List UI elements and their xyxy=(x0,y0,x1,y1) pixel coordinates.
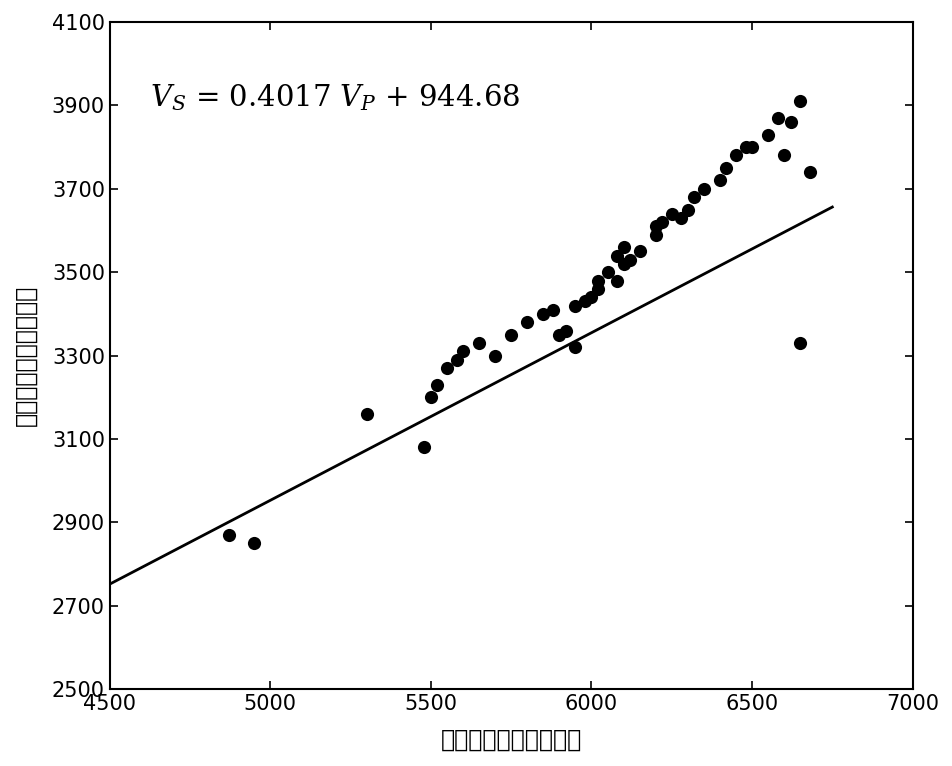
Point xyxy=(589,283,605,295)
Point xyxy=(439,362,454,375)
Point xyxy=(711,175,726,187)
Point xyxy=(567,300,583,312)
Point xyxy=(558,325,573,337)
Point xyxy=(727,149,743,162)
Point xyxy=(718,162,733,174)
Point xyxy=(792,337,807,349)
Y-axis label: 纵波速度／（米／秒）: 纵波速度／（米／秒） xyxy=(14,285,38,426)
Point xyxy=(448,354,464,366)
Point xyxy=(599,266,614,278)
Point xyxy=(359,408,374,421)
Point xyxy=(429,378,445,391)
Point xyxy=(760,129,775,141)
Point xyxy=(519,316,534,329)
Point xyxy=(503,329,518,341)
Point xyxy=(609,274,625,286)
Point xyxy=(664,208,679,220)
Point xyxy=(615,241,630,254)
Point xyxy=(647,220,663,232)
Point xyxy=(416,441,431,453)
Point xyxy=(487,349,503,362)
Point xyxy=(631,245,646,257)
X-axis label: 横波速度／（米／秒）: 横波速度／（米／秒） xyxy=(440,728,582,752)
Point xyxy=(737,141,752,153)
Point xyxy=(589,274,605,286)
Point xyxy=(696,182,711,195)
Point xyxy=(247,537,262,549)
Point xyxy=(551,329,566,341)
Point xyxy=(609,250,625,262)
Point xyxy=(654,216,669,228)
Point xyxy=(776,149,791,162)
Point xyxy=(615,257,630,270)
Point xyxy=(685,191,701,203)
Point xyxy=(471,337,486,349)
Point xyxy=(792,95,807,107)
Point xyxy=(802,166,817,178)
Point xyxy=(221,529,236,541)
Point xyxy=(783,116,798,128)
Point xyxy=(545,303,560,316)
Point xyxy=(647,228,663,241)
Point xyxy=(455,345,470,358)
Point xyxy=(423,391,438,404)
Text: $V_S$ = 0.4017 $V_P$ + 944.68: $V_S$ = 0.4017 $V_P$ + 944.68 xyxy=(149,82,520,113)
Point xyxy=(673,212,688,224)
Point xyxy=(567,341,583,353)
Point xyxy=(769,112,784,124)
Point xyxy=(584,291,599,303)
Point xyxy=(744,141,759,153)
Point xyxy=(577,295,592,307)
Point xyxy=(680,204,695,216)
Point xyxy=(622,254,637,266)
Point xyxy=(535,308,550,320)
